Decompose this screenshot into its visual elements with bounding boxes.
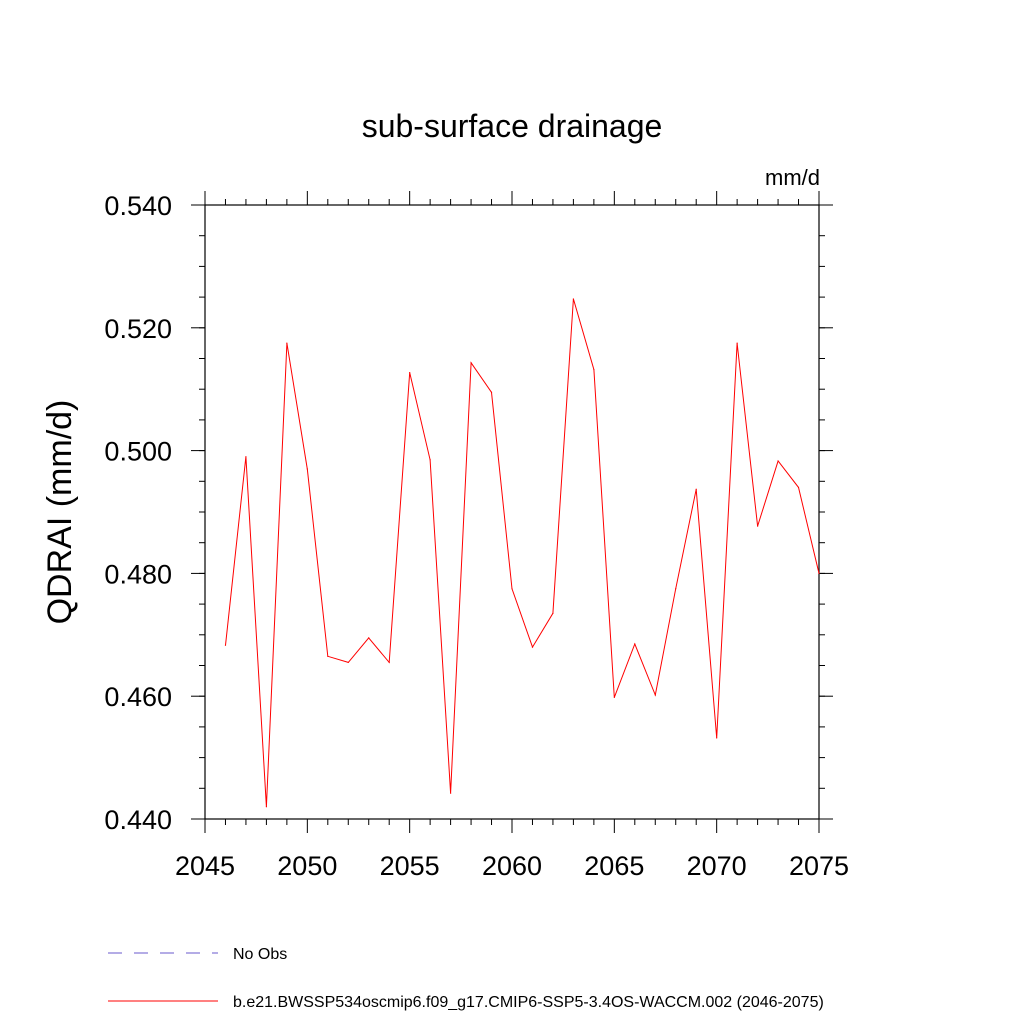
data-point bbox=[634, 643, 636, 645]
data-point bbox=[245, 456, 247, 458]
x-tick-label: 2045 bbox=[175, 851, 235, 881]
data-point bbox=[429, 459, 431, 461]
x-tick-label: 2065 bbox=[584, 851, 644, 881]
y-tick-label: 0.500 bbox=[104, 437, 172, 467]
y-tick-label: 0.520 bbox=[104, 314, 172, 344]
data-point bbox=[613, 696, 615, 699]
y-axis-label: QDRAI (mm/d) bbox=[41, 400, 79, 625]
data-point bbox=[511, 588, 513, 590]
axes: 2045 2050 2055 2060 2065 2070 2075 0.440 0.460 0.… bbox=[104, 191, 849, 881]
data-point bbox=[736, 342, 738, 344]
chart-title: sub-surface drainage bbox=[362, 108, 663, 144]
data-point bbox=[675, 588, 677, 590]
data-point bbox=[531, 646, 534, 648]
data-point bbox=[286, 342, 288, 344]
series-line bbox=[225, 298, 820, 807]
data-point bbox=[695, 488, 697, 490]
data-point bbox=[450, 792, 452, 794]
x-tick-label: 2070 bbox=[687, 851, 747, 881]
y-tick-label: 0.540 bbox=[104, 191, 172, 221]
data-point bbox=[818, 572, 820, 575]
data-point bbox=[552, 612, 554, 614]
data-point bbox=[265, 806, 267, 808]
data-point bbox=[470, 362, 472, 364]
y-tick-label: 0.480 bbox=[104, 559, 172, 589]
legend: No Obs b.e21.BWSSP534oscmip6.f09_g17.CMI… bbox=[108, 946, 824, 1011]
series-layer bbox=[224, 298, 820, 808]
y-tick-label: 0.460 bbox=[104, 682, 172, 712]
data-point bbox=[593, 368, 595, 371]
data-point bbox=[490, 391, 493, 393]
plot-frame bbox=[204, 204, 820, 820]
data-point bbox=[409, 372, 411, 374]
data-point bbox=[654, 694, 656, 696]
legend-label-no-obs: No Obs bbox=[233, 946, 287, 963]
data-point bbox=[306, 468, 308, 470]
data-point bbox=[388, 661, 390, 664]
legend-label-model: b.e21.BWSSP534oscmip6.f09_g17.CMIP6-SSP5… bbox=[233, 994, 824, 1011]
data-point bbox=[777, 460, 779, 462]
data-point bbox=[797, 486, 800, 489]
x-tick-label: 2050 bbox=[277, 851, 337, 881]
y-tick-label: 0.440 bbox=[104, 805, 172, 835]
data-point bbox=[757, 525, 759, 527]
units-label: mm/d bbox=[765, 165, 820, 190]
data-point bbox=[716, 737, 718, 739]
data-point bbox=[327, 655, 329, 657]
data-point bbox=[347, 661, 349, 664]
data-point bbox=[368, 637, 370, 639]
x-tick-label: 2060 bbox=[482, 851, 542, 881]
data-point bbox=[572, 298, 575, 300]
x-tick-label: 2075 bbox=[789, 851, 849, 881]
x-tick-label: 2055 bbox=[380, 851, 440, 881]
data-point bbox=[224, 644, 227, 646]
